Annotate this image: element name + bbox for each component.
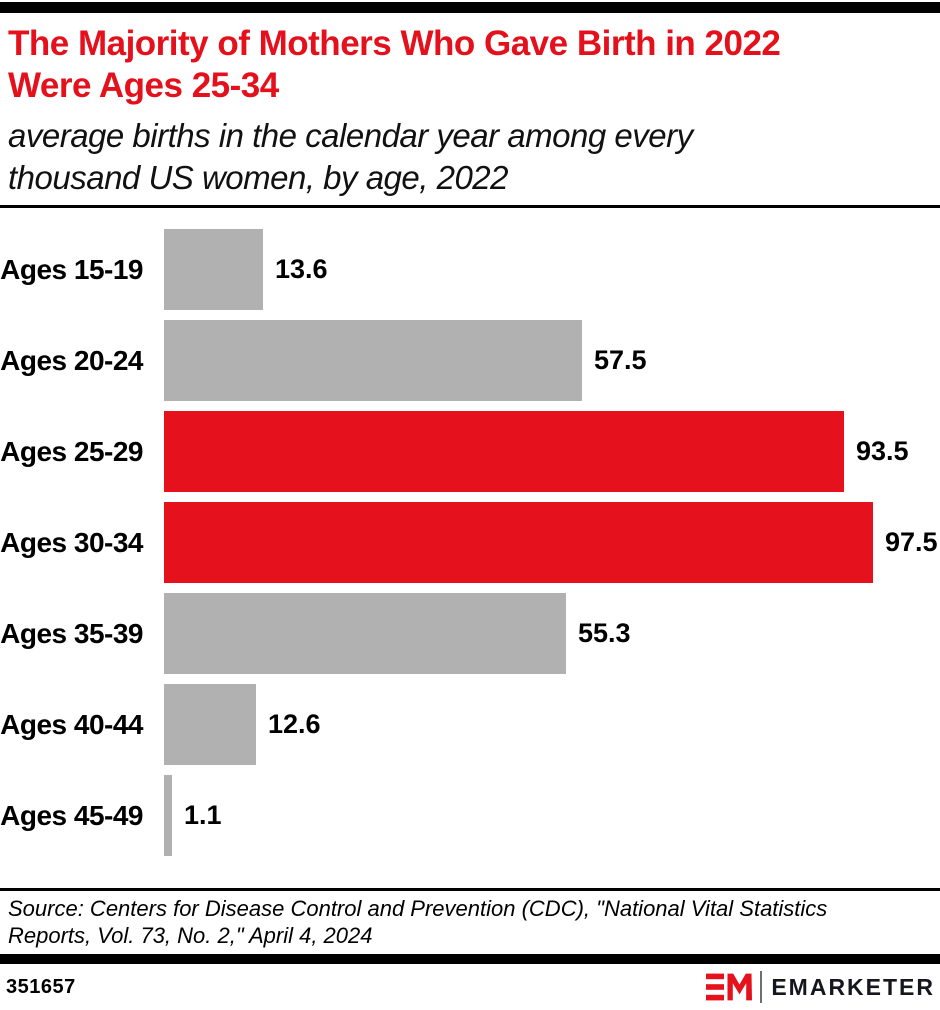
chart-row: Ages 15-19 13.6 bbox=[0, 224, 940, 315]
category-label: Ages 15-19 bbox=[0, 253, 143, 285]
chart-subtitle-line-1: average births in the calendar year amon… bbox=[8, 117, 693, 154]
source-line-2: Reports, Vol. 73, No. 2," April 4, 2024 bbox=[8, 923, 373, 948]
footer: 351657 EMARKETER bbox=[0, 964, 940, 1010]
header-divider-rule bbox=[0, 205, 940, 208]
bar bbox=[164, 775, 172, 856]
logo-divider bbox=[760, 971, 763, 1003]
value-label: 1.1 bbox=[184, 800, 222, 830]
chart-id-number: 351657 bbox=[6, 975, 76, 998]
value-label: 13.6 bbox=[275, 254, 328, 284]
emarketer-logo: EMARKETER bbox=[706, 971, 935, 1003]
emarketer-monogram-icon bbox=[706, 973, 753, 1001]
source-note: Source: Centers for Disease Control and … bbox=[0, 891, 940, 949]
category-label: Ages 25-29 bbox=[0, 435, 143, 467]
value-label: 57.5 bbox=[594, 345, 647, 375]
top-border-bar bbox=[0, 2, 940, 13]
chart-title-line-2: Were Ages 25-34 bbox=[8, 66, 279, 105]
footer-border-bar bbox=[0, 954, 940, 964]
category-label: Ages 35-39 bbox=[0, 617, 143, 649]
chart-row: Ages 25-29 93.5 bbox=[0, 406, 940, 497]
source-divider-rule bbox=[0, 888, 940, 891]
bar bbox=[164, 320, 582, 401]
value-label: 55.3 bbox=[578, 618, 631, 648]
chart-row: Ages 30-34 97.5 bbox=[0, 497, 940, 588]
category-label: Ages 40-44 bbox=[0, 708, 143, 740]
value-label: 97.5 bbox=[885, 527, 938, 557]
chart-title-line-1: The Majority of Mothers Who Gave Birth i… bbox=[8, 24, 781, 63]
chart-row: Ages 20-24 57.5 bbox=[0, 315, 940, 406]
chart-row: Ages 40-44 12.6 bbox=[0, 679, 940, 770]
value-label: 12.6 bbox=[268, 709, 321, 739]
bar bbox=[164, 229, 263, 310]
category-label: Ages 30-34 bbox=[0, 526, 143, 558]
bar bbox=[164, 684, 256, 765]
emarketer-wordmark: EMARKETER bbox=[771, 973, 935, 1000]
bar-chart: Ages 15-19 13.6 Ages 20-24 57.5 Ages 25-29 93… bbox=[0, 224, 940, 861]
chart-subtitle: average births in the calendar year amon… bbox=[8, 115, 940, 199]
bar bbox=[164, 593, 566, 674]
chart-row: Ages 45-49 1.1 bbox=[0, 770, 940, 861]
value-label: 93.5 bbox=[856, 436, 909, 466]
chart-subtitle-line-2: thousand US women, by age, 2022 bbox=[8, 159, 509, 196]
chart-title: The Majority of Mothers Who Gave Birth i… bbox=[8, 23, 940, 107]
category-label: Ages 45-49 bbox=[0, 799, 143, 831]
bar-highlighted bbox=[164, 411, 844, 492]
chart-row: Ages 35-39 55.3 bbox=[0, 588, 940, 679]
bar-highlighted bbox=[164, 502, 873, 583]
source-line-1: Source: Centers for Disease Control and … bbox=[8, 896, 828, 921]
category-label: Ages 20-24 bbox=[0, 344, 143, 376]
chart-header: The Majority of Mothers Who Gave Birth i… bbox=[0, 23, 940, 199]
